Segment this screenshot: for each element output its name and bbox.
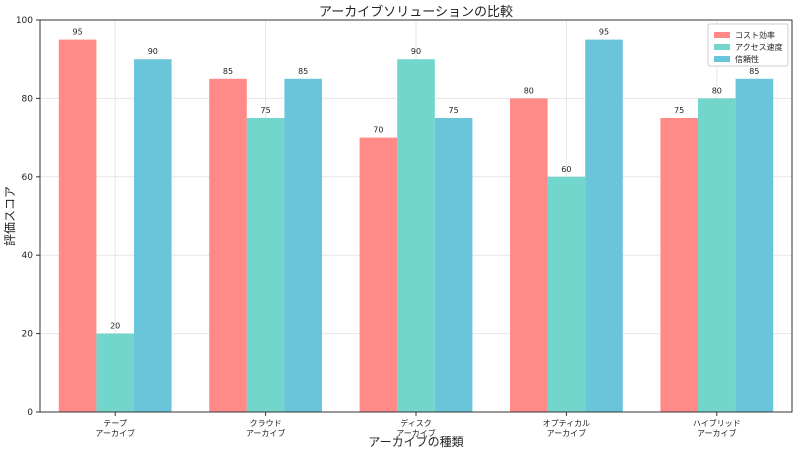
bar bbox=[510, 98, 548, 413]
y-tick-label: 100 bbox=[16, 16, 33, 26]
bar-value-label: 85 bbox=[223, 67, 233, 76]
x-tick-label: ディスク bbox=[400, 418, 431, 428]
bar-value-label: 95 bbox=[599, 28, 609, 37]
bar bbox=[397, 59, 435, 412]
legend-swatch bbox=[714, 56, 730, 62]
bar bbox=[735, 78, 774, 413]
y-tick-label: 20 bbox=[22, 330, 34, 340]
bar bbox=[434, 118, 473, 412]
bar bbox=[209, 78, 247, 413]
x-tick-label: アーカイブ bbox=[396, 428, 436, 438]
bars bbox=[58, 39, 774, 413]
bar bbox=[134, 59, 172, 412]
bar-value-label: 80 bbox=[524, 86, 534, 95]
bar-value-label: 75 bbox=[449, 106, 459, 115]
bar bbox=[698, 98, 736, 413]
bar bbox=[58, 39, 97, 412]
bar-value-label: 80 bbox=[712, 86, 722, 95]
x-tick-label: オプティカル bbox=[543, 419, 591, 428]
bar-value-label: 90 bbox=[148, 47, 158, 56]
y-tick-label: 80 bbox=[22, 94, 34, 104]
y-tick-label: 60 bbox=[22, 173, 34, 183]
bar-value-label: 20 bbox=[110, 322, 120, 331]
y-tick-label: 40 bbox=[22, 251, 34, 261]
legend-swatch bbox=[714, 44, 730, 50]
value-labels: 95 20 90 85 75 85 70 90 75 80 60 95 75 80 85 bbox=[73, 28, 760, 331]
bar bbox=[660, 118, 698, 412]
bar-value-label: 85 bbox=[298, 67, 308, 76]
x-tick-label: ハイブリッド bbox=[693, 418, 741, 428]
legend-label: コスト効率 bbox=[735, 30, 775, 40]
x-tick-label: アーカイブ bbox=[95, 428, 135, 438]
y-tick-label: 0 bbox=[27, 408, 33, 418]
bar-value-label: 75 bbox=[674, 106, 684, 115]
bar-value-label: 85 bbox=[749, 67, 759, 76]
bar-value-label: 95 bbox=[73, 28, 83, 37]
x-tick-label: テープ bbox=[103, 419, 127, 428]
bar bbox=[96, 333, 134, 412]
bar bbox=[359, 137, 398, 412]
bar-value-label: 70 bbox=[373, 126, 383, 135]
bar-value-label: 75 bbox=[261, 106, 271, 115]
x-tick-label: アーカイブ bbox=[697, 428, 737, 438]
bar bbox=[585, 39, 623, 412]
bar bbox=[284, 78, 322, 413]
chart-title: アーカイブソリューションの比較 bbox=[319, 4, 513, 20]
x-tick-label: アーカイブ bbox=[547, 428, 587, 438]
y-axis-ticks: 0 20 40 60 80 100 bbox=[16, 16, 40, 418]
legend-label: 信頼性 bbox=[735, 54, 759, 64]
legend-label: アクセス速度 bbox=[735, 42, 783, 52]
legend-swatch bbox=[714, 32, 730, 38]
bar bbox=[246, 118, 285, 412]
bar bbox=[547, 176, 586, 412]
y-axis-label: 評価スコア bbox=[2, 186, 17, 246]
x-tick-label: クラウド bbox=[250, 419, 282, 428]
x-tick-label: アーカイブ bbox=[246, 428, 286, 438]
bar-value-label: 90 bbox=[411, 47, 421, 56]
bar-value-label: 60 bbox=[561, 165, 571, 174]
x-axis-ticks: テープアーカイブクラウドアーカイブディスクアーカイブオプティカルアーカイブハイブ… bbox=[95, 412, 741, 438]
x-axis-label: アーカイブの種類 bbox=[368, 434, 463, 449]
